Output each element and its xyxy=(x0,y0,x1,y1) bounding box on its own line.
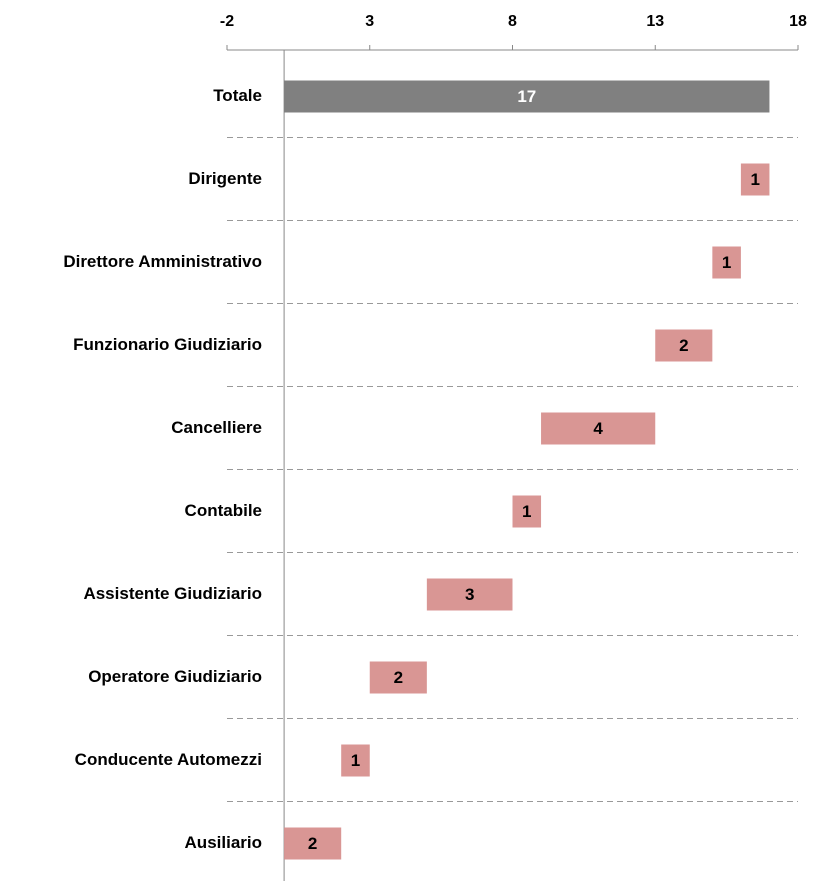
bar xyxy=(369,661,427,694)
x-tick-label: 18 xyxy=(789,13,807,30)
bar xyxy=(284,80,770,113)
category-label: Ausiliario xyxy=(185,833,262,852)
data-label: 3 xyxy=(465,585,474,604)
data-label: 2 xyxy=(679,336,688,355)
category-label: Contabile xyxy=(185,501,262,520)
bar xyxy=(512,495,542,528)
category-label: Direttore Amministrativo xyxy=(63,252,262,271)
bar xyxy=(341,744,370,777)
category-label: Cancelliere xyxy=(171,418,262,437)
bar xyxy=(426,578,513,611)
bar xyxy=(712,246,741,279)
data-label: 2 xyxy=(394,668,403,687)
data-label: 4 xyxy=(593,419,603,438)
x-tick-label: 13 xyxy=(646,13,664,30)
x-tick-label: 8 xyxy=(508,13,517,30)
data-label: 1 xyxy=(722,253,731,272)
x-tick-label: -2 xyxy=(220,13,234,30)
bar xyxy=(740,163,770,196)
category-label: Totale xyxy=(213,86,262,105)
category-label: Assistente Giudiziario xyxy=(83,584,262,603)
data-label: 1 xyxy=(351,751,360,770)
bar xyxy=(284,827,342,860)
data-label: 17 xyxy=(517,87,536,106)
category-label: Dirigente xyxy=(188,169,262,188)
data-label: 1 xyxy=(522,502,531,521)
category-label: Operatore Giudiziario xyxy=(88,667,262,686)
data-label: 1 xyxy=(750,170,759,189)
data-label: 2 xyxy=(308,834,317,853)
x-tick-label: 3 xyxy=(365,13,374,30)
bar xyxy=(655,329,713,362)
category-label: Funzionario Giudiziario xyxy=(73,335,262,354)
bar xyxy=(541,412,656,445)
category-label: Conducente Automezzi xyxy=(75,750,262,769)
